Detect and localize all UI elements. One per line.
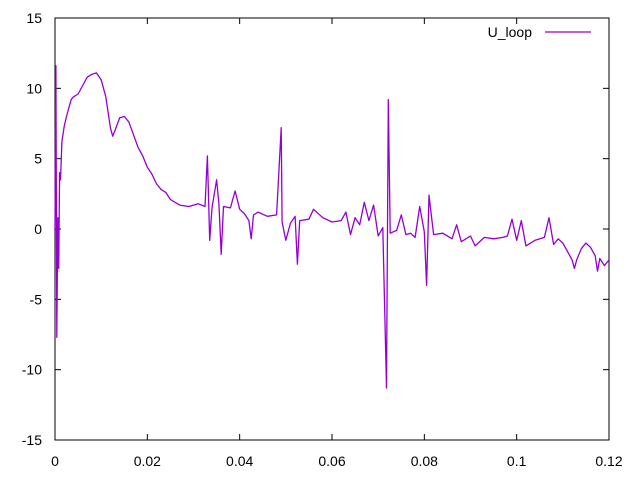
y-tick-label: -10	[22, 362, 42, 378]
y-tick-label: 5	[34, 151, 42, 167]
legend-label-u-loop: U_loop	[488, 24, 533, 40]
x-tick-label: 0.04	[226, 453, 253, 469]
x-tick-label: 0.06	[318, 453, 345, 469]
x-tick-label: 0.08	[411, 453, 438, 469]
y-tick-label: 15	[26, 10, 42, 26]
axis-ticks: 0 0.02 0.04 0.06 0.08 0.1 0.12 15 10 5 0 -5 -10 -15	[22, 10, 623, 469]
y-tick-label: -5	[30, 291, 43, 307]
plot-frame	[54, 17, 610, 441]
x-tick-label: 0	[51, 453, 59, 469]
y-tick-label: -15	[22, 432, 42, 448]
legend: U_loop	[488, 24, 591, 40]
series-line-u-loop	[54, 65, 610, 389]
x-tick-label: 0.02	[134, 453, 161, 469]
series-layer	[54, 65, 610, 389]
y-tick-label: 0	[34, 221, 42, 237]
x-tick-label: 0.12	[595, 453, 622, 469]
y-tick-label: 10	[26, 80, 42, 96]
x-tick-label: 0.1	[507, 453, 527, 469]
